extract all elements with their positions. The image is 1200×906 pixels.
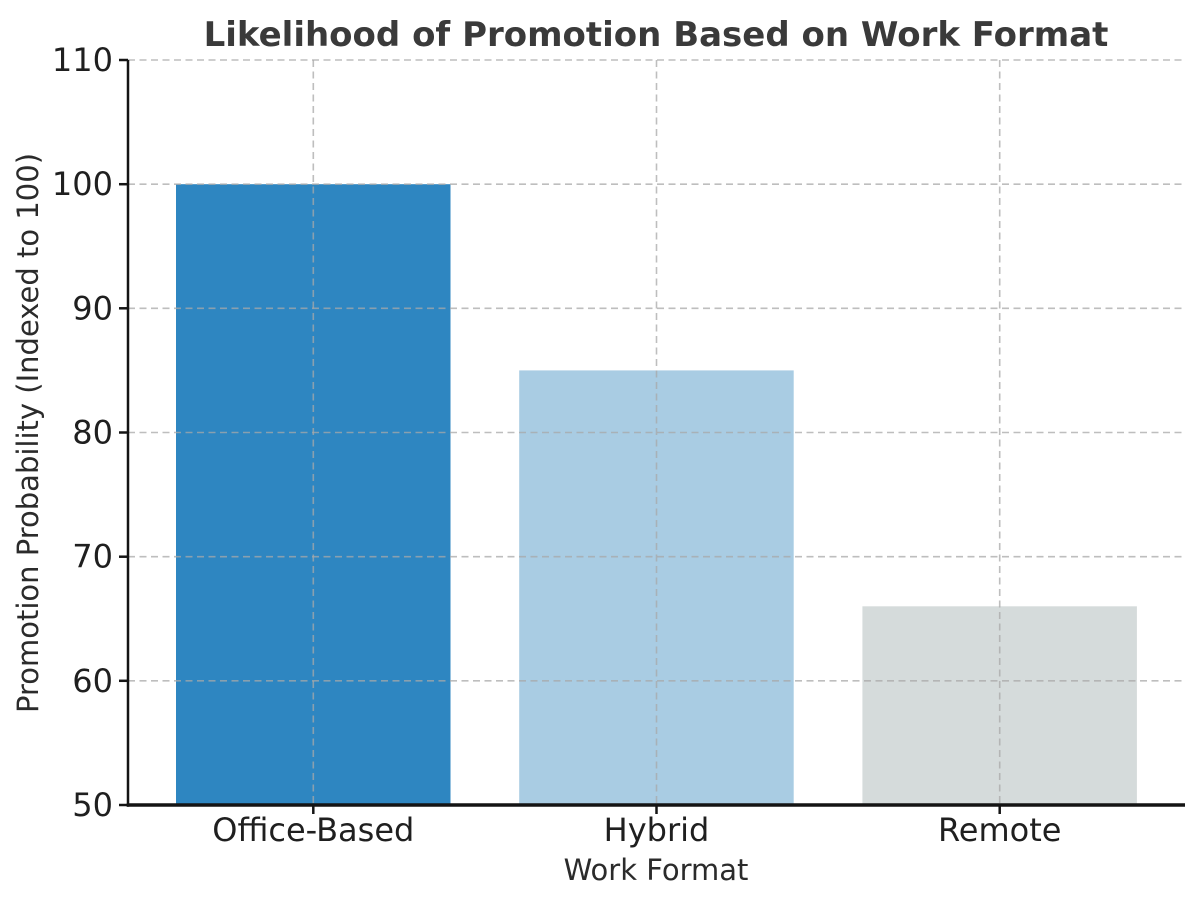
y-tick-label-90: 90 xyxy=(72,289,113,327)
y-tick-label-70: 70 xyxy=(72,538,113,576)
chart-title: Likelihood of Promotion Based on Work Fo… xyxy=(204,15,1109,55)
x-tick-label-hybrid: Hybrid xyxy=(604,811,710,849)
bar-office-based xyxy=(176,184,451,805)
bars-layer xyxy=(176,184,1137,805)
y-axis-label: Promotion Probability (Indexed to 100) xyxy=(11,153,45,713)
y-tick-label-110: 110 xyxy=(52,41,113,79)
x-tick-label-remote: Remote xyxy=(938,811,1061,849)
x-axis-label: Work Format xyxy=(564,853,749,887)
y-tick-label-50: 50 xyxy=(72,786,113,824)
x-tick-label-office-based: Office-Based xyxy=(212,811,414,849)
axes-layer: 50 60 70 80 90 100 110 Office-Based Hybrid Remote xyxy=(52,41,1185,849)
y-tick-label-80: 80 xyxy=(72,414,113,452)
y-tick-label-60: 60 xyxy=(72,662,113,700)
y-tick-label-100: 100 xyxy=(52,165,113,203)
